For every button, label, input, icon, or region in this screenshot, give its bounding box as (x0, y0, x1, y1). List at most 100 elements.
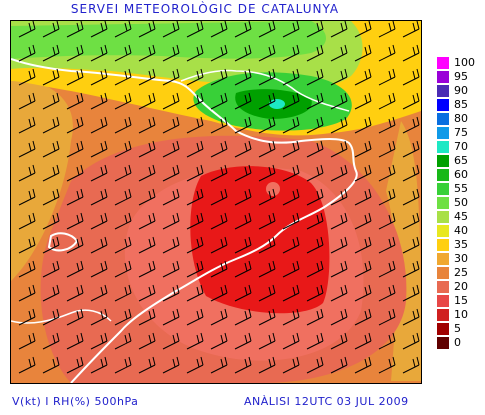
wind-barb (162, 92, 180, 110)
wind-barb (138, 21, 156, 38)
field-left-band (11, 76, 73, 281)
wind-barb (258, 164, 276, 182)
wind-barb (234, 68, 252, 86)
wind-barb (138, 188, 156, 206)
legend-swatch (437, 113, 449, 125)
wind-barb (18, 356, 36, 374)
legend-item: 25 (437, 266, 485, 279)
wind-barb (66, 92, 84, 110)
legend-swatch (437, 239, 449, 251)
wind-barb (138, 236, 156, 254)
wind-barb (354, 92, 372, 110)
wind-barb (186, 212, 204, 230)
wind-barb (234, 21, 252, 38)
legend-swatch (437, 323, 449, 335)
wind-barb (210, 260, 228, 278)
legend-label: 45 (454, 210, 468, 223)
wind-barb (234, 284, 252, 302)
wind-barb (282, 92, 300, 110)
wind-barb (258, 68, 276, 86)
wind-barb (378, 188, 396, 206)
wind-barb (282, 164, 300, 182)
legend-label: 0 (454, 336, 461, 349)
wind-barb (186, 164, 204, 182)
legend-swatch (437, 183, 449, 195)
wind-barb (18, 332, 36, 350)
wind-barb (210, 116, 228, 134)
wind-barb (282, 356, 300, 374)
legend-label: 100 (454, 56, 475, 69)
wind-barb (162, 260, 180, 278)
legend-label: 70 (454, 140, 468, 153)
wind-barb (42, 21, 60, 38)
wind-barb (90, 92, 108, 110)
wind-barb (378, 284, 396, 302)
wind-barb (306, 21, 324, 38)
wind-barb (402, 164, 420, 182)
wind-barb (138, 116, 156, 134)
wind-barb (114, 140, 132, 158)
wind-barb (210, 188, 228, 206)
wind-barb (282, 116, 300, 134)
wind-barb (354, 308, 372, 326)
wind-barb (402, 236, 420, 254)
wind-barb (162, 116, 180, 134)
legend-label: 95 (454, 70, 468, 83)
wind-barb (90, 260, 108, 278)
wind-barb (234, 236, 252, 254)
wind-barb (378, 164, 396, 182)
wind-barb (186, 284, 204, 302)
wind-barb (42, 356, 60, 374)
wind-barb (378, 21, 396, 38)
wind-barb (162, 44, 180, 62)
legend-item: 10 (437, 308, 485, 321)
wind-barb (306, 44, 324, 62)
wind-barb (66, 356, 84, 374)
wind-barb (42, 308, 60, 326)
wind-barb (42, 284, 60, 302)
wind-barb (210, 236, 228, 254)
wind-barb (282, 332, 300, 350)
wind-barb (162, 308, 180, 326)
wind-barb (114, 236, 132, 254)
wind-barb (162, 332, 180, 350)
wind-barb (402, 44, 420, 62)
wind-barb (282, 236, 300, 254)
legend-item: 55 (437, 182, 485, 195)
wind-barb (186, 44, 204, 62)
wind-barb (258, 212, 276, 230)
legend-label: 55 (454, 182, 468, 195)
legend-label: 85 (454, 98, 468, 111)
legend-label: 80 (454, 112, 468, 125)
wind-barb (114, 68, 132, 86)
legend-swatch (437, 295, 449, 307)
wind-barb (378, 140, 396, 158)
wind-barb (42, 140, 60, 158)
legend-item: 80 (437, 112, 485, 125)
wind-barb (258, 21, 276, 38)
wind-barb (18, 284, 36, 302)
wind-barb (114, 356, 132, 374)
wind-barb (282, 140, 300, 158)
wind-barb (162, 212, 180, 230)
legend-item: 65 (437, 154, 485, 167)
wind-barb (258, 116, 276, 134)
wind-barb (258, 260, 276, 278)
wind-barb (330, 140, 348, 158)
wind-barb (234, 356, 252, 374)
wind-barb (18, 260, 36, 278)
wind-barb (306, 212, 324, 230)
wind-barb (186, 116, 204, 134)
wind-barb (114, 92, 132, 110)
wind-barb (330, 188, 348, 206)
wind-barb (210, 332, 228, 350)
wind-barb (282, 188, 300, 206)
wind-barb (90, 68, 108, 86)
wind-barb (258, 92, 276, 110)
wind-barb (66, 21, 84, 38)
wind-barb (378, 212, 396, 230)
wind-barb (18, 188, 36, 206)
wind-barb (138, 308, 156, 326)
legend-item: 15 (437, 294, 485, 307)
wind-barb (114, 21, 132, 38)
